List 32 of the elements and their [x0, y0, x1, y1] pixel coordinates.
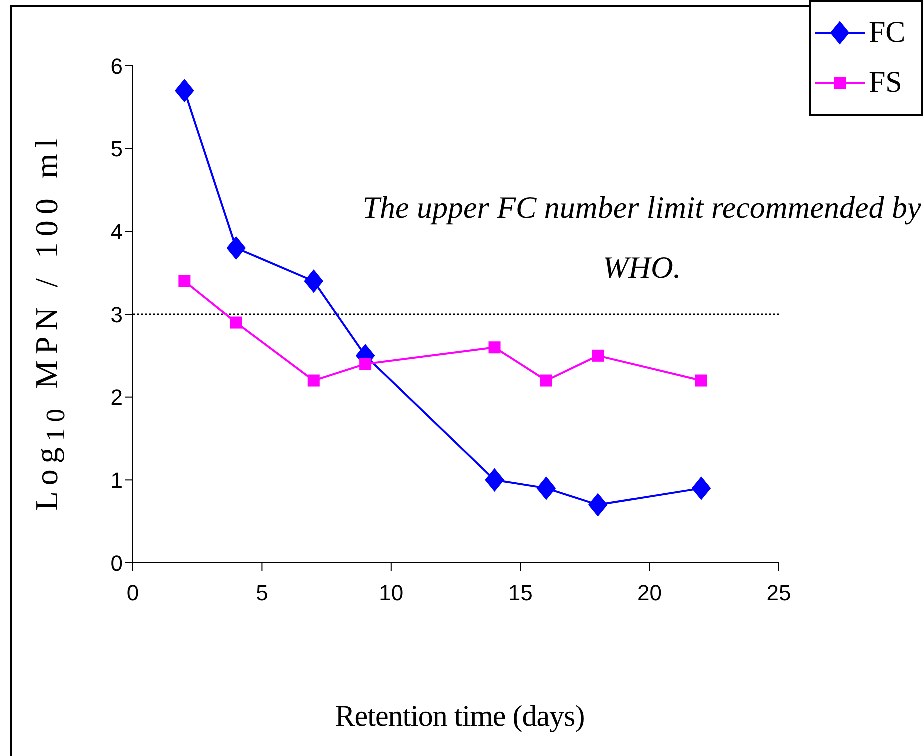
point [304, 270, 324, 293]
y-tick-label: 3 [110, 302, 123, 328]
x-tick-label: 0 [126, 580, 140, 606]
point [175, 79, 194, 102]
point [692, 476, 711, 500]
point [592, 350, 604, 362]
point [360, 358, 372, 370]
y-tick-label: 4 [110, 219, 123, 244]
point [485, 468, 504, 492]
x-tick-label: 15 [508, 580, 533, 606]
x-tick-label: 25 [766, 580, 792, 606]
point [488, 342, 501, 354]
legend-label: FC [869, 16, 906, 50]
point [540, 374, 552, 387]
y-tick-label: 6 [110, 54, 123, 79]
y-tick-label: 1 [110, 468, 123, 493]
point [695, 374, 708, 387]
x-tick-label: 20 [638, 580, 662, 606]
point [536, 476, 556, 500]
y-tick-label: 0 [110, 550, 123, 576]
ref-line-label: The upper FC number limit recommended by WHO. [362, 189, 922, 287]
x-axis-title: Retention time (days) [334, 700, 586, 734]
x-tick-label: 5 [256, 580, 268, 606]
point [588, 494, 608, 517]
point [230, 316, 242, 329]
legend-label: FS [869, 66, 902, 100]
point [226, 236, 246, 260]
y-tick-label: 2 [110, 385, 123, 410]
x-tick-label: 10 [379, 580, 404, 606]
point [178, 275, 191, 288]
y-tick-label: 5 [110, 136, 123, 162]
point [308, 374, 320, 387]
